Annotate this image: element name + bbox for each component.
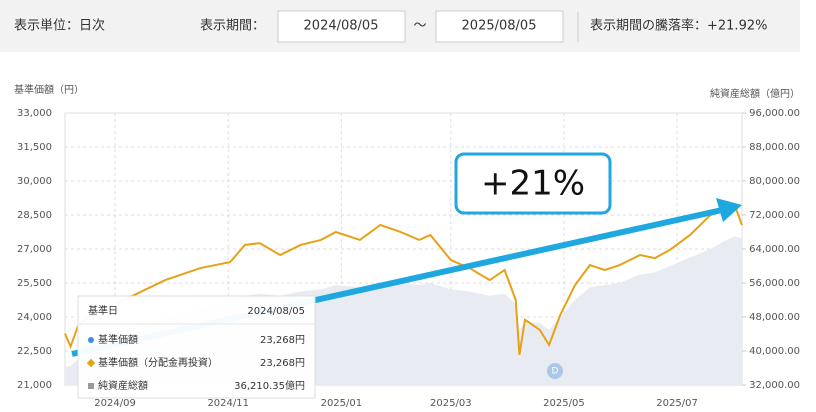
annotation-box (454, 152, 612, 215)
y-axis-label: 基準価額（円） (14, 83, 84, 96)
tooltip-value: 23,268円 (260, 358, 305, 369)
tooltip-box (77, 295, 316, 399)
y-tick-label: 28,500 (17, 210, 52, 221)
tooltip-value: 23,268円 (260, 335, 305, 346)
tooltip-dot (88, 383, 94, 389)
end-input[interactable] (435, 10, 564, 43)
start-input[interactable] (277, 10, 406, 43)
y2-tick-label: 32,000.00 (749, 380, 800, 391)
return: 表示期間の騰落率：+21.92% (590, 18, 767, 34)
y-tick-label: 24,000 (17, 312, 52, 323)
y-tick-label: 21,000 (17, 380, 52, 391)
tooltip-dot (86, 358, 96, 368)
tooltip-title: 基準日 (88, 304, 118, 317)
y2-axis-label: 純資産総額（億円） (710, 87, 800, 100)
tooltip-dot (88, 337, 94, 343)
separator: ～ (413, 19, 426, 34)
tooltip-label: 純資産総額 (98, 379, 148, 392)
y2-tick-label: 64,000.00 (749, 244, 800, 255)
y2-tick-label: 88,000.00 (749, 142, 800, 153)
unit: 表示単位：日次 (14, 18, 105, 34)
tooltip-value: 36,210.35億円 (234, 379, 305, 392)
y-tick-label: 30,000 (17, 176, 52, 187)
y2-tick-label: 72,000.00 (749, 210, 800, 221)
x-tick-label: 2025/01 (321, 398, 363, 409)
y2-tick-label: 96,000.00 (749, 108, 800, 119)
x-tick-label: 2024/11 (207, 398, 249, 409)
start-date: 2024/08/05 (304, 19, 379, 34)
end-date: 2025/08/05 (462, 19, 537, 34)
y2-tick-label: 56,000.00 (749, 278, 800, 289)
x-tick-label: 2025/07 (656, 398, 698, 409)
y-tick-label: 27,000 (17, 244, 52, 255)
tooltip-label: 基準価額（分配金再投資） (98, 356, 218, 369)
x-tick-label: 2025/05 (543, 398, 585, 409)
line (64, 203, 743, 356)
event-marker (547, 363, 563, 379)
x-tick-label: 2024/09 (94, 398, 136, 409)
event-marker-label: D (552, 367, 559, 377)
y-tick-label: 33,000 (17, 108, 52, 119)
x-tick-label: 2025/03 (430, 398, 472, 409)
y2-tick-label: 40,000.00 (749, 346, 800, 357)
y-tick-label: 31,500 (17, 142, 52, 153)
y2-tick-label: 80,000.00 (749, 176, 800, 187)
tooltip-date: 2024/08/05 (247, 306, 305, 317)
y-tick-label: 22,500 (17, 346, 52, 357)
tooltip-label: 基準価額 (98, 333, 138, 346)
annotation: +21% (481, 164, 585, 204)
tooltip: 基準日 2024/08/05 基準価額 23,268円 基準価額（分配金再投資）… (77, 295, 316, 399)
period-label: 表示期間： (200, 19, 265, 34)
y-tick-label: 25,500 (17, 278, 52, 289)
arrow-head (716, 198, 742, 222)
y2-tick-label: 48,000.00 (749, 312, 800, 323)
